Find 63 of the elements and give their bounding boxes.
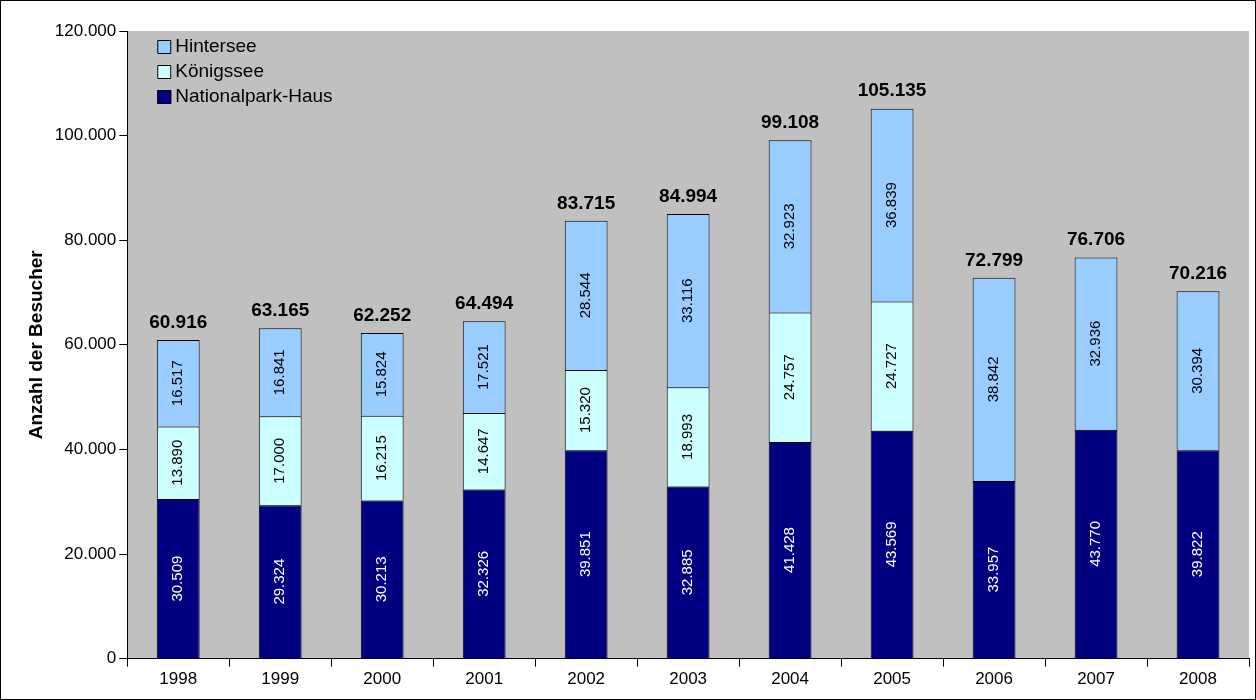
data-label: 29.324: [270, 558, 288, 605]
y-tick-label: 0: [106, 648, 117, 668]
x-tick-label: 1999: [261, 669, 300, 689]
legend-label: Hintersee: [175, 35, 257, 57]
data-label: 39.822: [1188, 531, 1206, 578]
total-label: 83.715: [557, 191, 616, 213]
data-label: 24.727: [882, 343, 900, 390]
data-label: 32.885: [678, 549, 696, 596]
y-tick-label: 60.000: [64, 334, 117, 354]
total-label: 76.706: [1066, 228, 1126, 250]
data-label: 18.993: [678, 414, 696, 460]
legend-label: Königssee: [175, 60, 264, 82]
x-tick-label: 2001: [465, 669, 504, 689]
data-label: 30.213: [372, 556, 390, 603]
data-label: 43.569: [882, 521, 900, 568]
data-label: 39.851: [576, 531, 594, 578]
data-label: 30.394: [1188, 347, 1206, 394]
x-tick-label: 2002: [567, 669, 606, 689]
data-label: 24.757: [780, 354, 798, 401]
total-label: 72.799: [964, 248, 1024, 270]
x-tick-label: 2006: [975, 669, 1013, 689]
data-label: 33.116: [678, 278, 696, 324]
data-label: 32.326: [474, 550, 492, 597]
data-label: 28.544: [576, 272, 594, 319]
x-tick-label: 2003: [669, 669, 708, 689]
legend-label: Nationalpark-Haus: [175, 85, 333, 107]
x-tick-label: 1998: [159, 669, 198, 689]
data-label: 16.841: [270, 349, 288, 396]
y-tick-label: 80.000: [64, 229, 117, 249]
data-label: 15.824: [372, 351, 390, 398]
x-tick-label: 2007: [1077, 669, 1115, 689]
total-label: 99.108: [761, 111, 820, 132]
data-label: 38.842: [984, 356, 1002, 403]
total-label: 70.216: [1168, 262, 1228, 284]
data-label: 32.923: [780, 203, 798, 250]
data-label: 16.215: [372, 435, 390, 482]
total-label: 84.994: [659, 184, 718, 206]
total-label: 64.494: [455, 292, 514, 314]
y-tick-label: 100.000: [54, 125, 117, 145]
x-tick-label: 2000: [363, 669, 402, 689]
y-axis-title: Anzahl der Besucher: [24, 249, 46, 440]
x-tick-label: 2004: [771, 669, 810, 689]
data-label: 36.839: [882, 182, 900, 229]
data-label: 41.428: [780, 527, 798, 573]
y-tick-label: 40.000: [64, 439, 117, 459]
data-label: 13.890: [168, 439, 186, 486]
data-label: 33.957: [984, 546, 1002, 593]
y-tick-label: 20.000: [64, 543, 117, 563]
x-tick-label: 2008: [1179, 669, 1217, 689]
data-label: 17.521: [474, 344, 492, 391]
data-label: 16.517: [168, 360, 186, 407]
total-label: 60.916: [149, 310, 208, 332]
data-label: 32.936: [1086, 320, 1104, 367]
data-label: 14.647: [474, 428, 492, 475]
total-label: 105.135: [857, 79, 927, 101]
data-label: 15.320: [576, 387, 594, 434]
total-label: 63.165: [251, 298, 310, 320]
data-label: 43.770: [1086, 520, 1104, 567]
y-tick-label: 120.000: [54, 20, 117, 40]
data-label: 17.000: [270, 437, 288, 484]
total-label: 62.252: [353, 303, 412, 325]
x-tick-label: 2005: [873, 669, 911, 689]
data-label: 30.509: [168, 555, 186, 602]
